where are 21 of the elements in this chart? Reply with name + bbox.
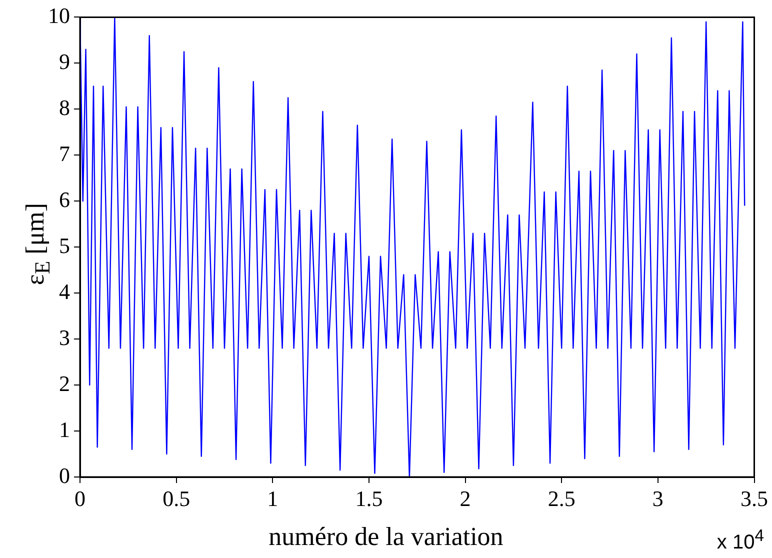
x-tick-label: 0: [74, 486, 86, 511]
x-tick-label: 2.5: [548, 486, 576, 511]
text: x 10$^{4}$: [716, 526, 764, 555]
y-tick-label: 9: [59, 48, 70, 74]
y-tick-label: 3: [59, 324, 70, 350]
y-tick-label: 2: [59, 370, 70, 396]
y-tick-label: 5: [59, 232, 70, 258]
y-tick-label: 7: [59, 140, 70, 166]
x-tick-label: 3.5: [740, 486, 768, 511]
y-tick-label: 8: [59, 94, 70, 120]
y-tick-label: 0: [59, 462, 70, 488]
x-tick-label: 1: [267, 486, 278, 511]
y-tick-label: 4: [59, 278, 70, 304]
x-axis-title: numéro de la variation: [268, 522, 504, 551]
x-tick-label: 2: [460, 486, 471, 511]
y-tick-label: 6: [59, 186, 70, 212]
x-tick-label: 3: [652, 486, 664, 511]
y-tick-label: 10: [48, 2, 70, 28]
y-tick-label: 1: [59, 416, 70, 442]
x-tick-label: 0.5: [162, 486, 190, 511]
x-tick-label: 1.5: [355, 486, 383, 511]
